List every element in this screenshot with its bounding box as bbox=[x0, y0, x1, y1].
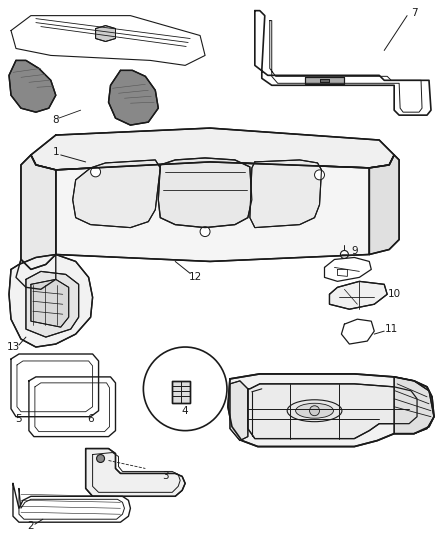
Polygon shape bbox=[56, 162, 369, 262]
Polygon shape bbox=[394, 377, 434, 434]
Polygon shape bbox=[172, 381, 190, 403]
Polygon shape bbox=[31, 128, 394, 170]
Text: 4: 4 bbox=[182, 406, 188, 416]
Polygon shape bbox=[228, 374, 434, 447]
Polygon shape bbox=[109, 70, 158, 125]
Ellipse shape bbox=[287, 400, 342, 422]
Text: 9: 9 bbox=[351, 246, 358, 256]
Polygon shape bbox=[230, 381, 248, 441]
Polygon shape bbox=[319, 79, 329, 82]
Polygon shape bbox=[95, 26, 116, 42]
Text: 8: 8 bbox=[53, 115, 59, 125]
Text: 10: 10 bbox=[388, 289, 401, 300]
Polygon shape bbox=[158, 158, 252, 228]
Text: 6: 6 bbox=[87, 414, 94, 424]
Circle shape bbox=[143, 347, 227, 431]
Polygon shape bbox=[21, 155, 56, 269]
Circle shape bbox=[200, 227, 210, 237]
Polygon shape bbox=[31, 279, 69, 327]
Polygon shape bbox=[304, 77, 344, 84]
Polygon shape bbox=[9, 254, 92, 347]
Text: 2: 2 bbox=[28, 521, 34, 531]
Text: 13: 13 bbox=[7, 342, 20, 352]
Text: 1: 1 bbox=[53, 147, 59, 157]
Circle shape bbox=[91, 167, 101, 177]
Polygon shape bbox=[26, 271, 79, 337]
Text: 7: 7 bbox=[411, 7, 417, 18]
Circle shape bbox=[97, 455, 105, 463]
Polygon shape bbox=[369, 155, 399, 254]
Polygon shape bbox=[16, 254, 56, 289]
Text: 3: 3 bbox=[162, 471, 169, 481]
Text: 5: 5 bbox=[16, 414, 22, 424]
Text: 11: 11 bbox=[385, 324, 398, 334]
Circle shape bbox=[340, 251, 348, 259]
Polygon shape bbox=[86, 449, 185, 496]
Polygon shape bbox=[9, 60, 56, 112]
Polygon shape bbox=[250, 160, 321, 228]
Circle shape bbox=[314, 170, 325, 180]
Polygon shape bbox=[248, 384, 417, 439]
Ellipse shape bbox=[296, 403, 333, 418]
Circle shape bbox=[310, 406, 319, 416]
Polygon shape bbox=[329, 281, 387, 309]
Text: 12: 12 bbox=[188, 272, 202, 282]
Polygon shape bbox=[73, 160, 160, 228]
